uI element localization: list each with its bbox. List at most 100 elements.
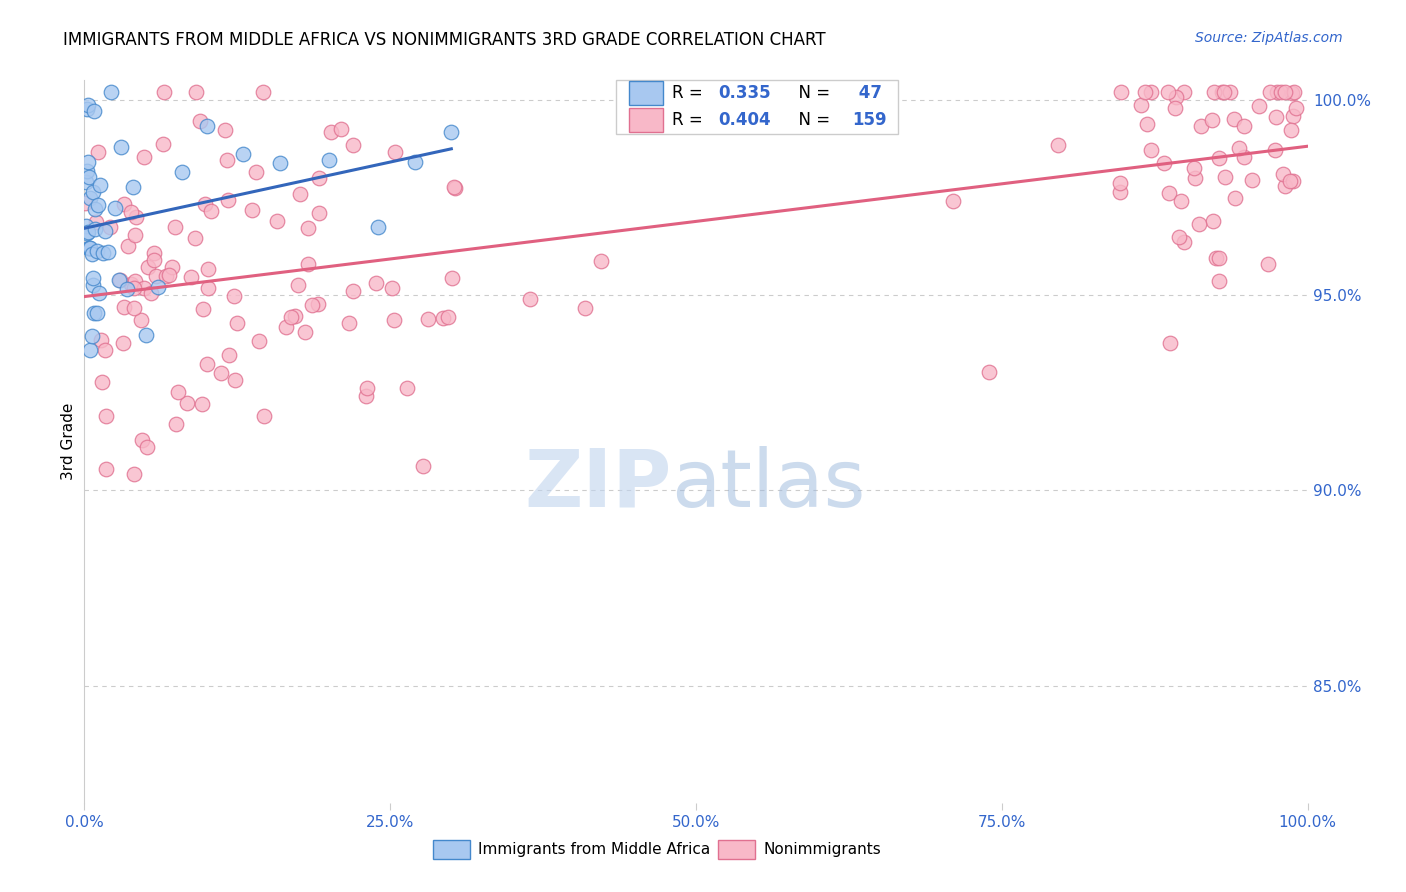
Point [155, 268, 177, 283]
Point [1233, 119, 1256, 133]
Point [214, 122, 236, 136]
Point [184, 85, 207, 99]
Point [84, 215, 107, 229]
Point [384, 145, 406, 160]
Point [176, 396, 198, 410]
Point [253, 409, 276, 423]
Point [200, 203, 222, 218]
Point [1159, 336, 1181, 351]
Point [1282, 86, 1305, 100]
Point [224, 373, 246, 387]
Point [110, 140, 132, 154]
Point [240, 202, 263, 217]
Point [1285, 101, 1308, 115]
Point [1189, 119, 1212, 133]
Point [1233, 150, 1256, 164]
Point [1205, 251, 1227, 265]
Bar [433, 840, 470, 859]
Point [122, 179, 145, 194]
Point [94, 224, 117, 238]
Point [131, 433, 153, 447]
Point [166, 385, 188, 400]
Point [86, 306, 108, 320]
Point [87, 286, 110, 301]
Text: ZIP: ZIP [524, 446, 672, 524]
Point [79, 343, 101, 357]
Point [94, 462, 117, 476]
Point [356, 389, 378, 403]
Point [1167, 230, 1189, 244]
Point [190, 114, 212, 128]
Point [193, 302, 215, 317]
Point [342, 284, 364, 298]
Point [1225, 191, 1247, 205]
Point [297, 257, 319, 271]
Point [91, 375, 114, 389]
Point [1204, 85, 1226, 99]
Point [84, 222, 107, 236]
Point [76, 226, 98, 240]
Point [138, 260, 160, 274]
Y-axis label: 3rd Grade: 3rd Grade [60, 403, 76, 480]
Point [284, 310, 307, 324]
Point [76, 102, 98, 116]
Point [180, 270, 202, 285]
Point [120, 205, 142, 219]
Point [1227, 141, 1250, 155]
Text: N =: N = [787, 111, 835, 129]
Point [152, 136, 174, 151]
Point [1202, 213, 1225, 227]
Text: Nonimmigrants: Nonimmigrants [763, 842, 882, 857]
Point [1208, 251, 1230, 265]
Point [1188, 217, 1211, 231]
Point [135, 328, 157, 343]
Point [75, 196, 97, 211]
Point [82, 278, 104, 293]
Point [86, 244, 108, 259]
Point [217, 193, 239, 207]
Point [96, 409, 118, 423]
Point [112, 197, 135, 211]
FancyBboxPatch shape [616, 80, 898, 135]
Point [122, 280, 145, 294]
Point [77, 241, 100, 255]
Point [112, 300, 135, 314]
Point [195, 119, 218, 133]
Point [1164, 101, 1187, 115]
Point [1249, 99, 1271, 113]
Point [1164, 89, 1187, 103]
Text: Immigrants from Middle Africa: Immigrants from Middle Africa [478, 842, 710, 857]
Point [1213, 170, 1236, 185]
Point [1257, 257, 1279, 271]
Point [1278, 174, 1301, 188]
Point [339, 316, 361, 330]
Point [211, 366, 233, 380]
Point [1272, 167, 1295, 181]
Text: atlas: atlas [672, 446, 866, 524]
Point [139, 285, 162, 300]
Point [977, 365, 1000, 379]
Point [184, 231, 207, 245]
Point [1157, 186, 1180, 200]
Point [87, 198, 110, 212]
Point [440, 125, 463, 139]
Point [266, 213, 288, 227]
Text: 0.404: 0.404 [718, 111, 770, 129]
Point [1170, 194, 1192, 209]
Point [1274, 85, 1296, 99]
Point [269, 155, 291, 169]
Point [1129, 98, 1152, 112]
Text: 159: 159 [852, 111, 887, 129]
Point [287, 277, 309, 292]
Point [288, 186, 311, 201]
Point [77, 225, 100, 239]
Point [87, 145, 110, 159]
Point [80, 247, 103, 261]
Point [1157, 85, 1180, 99]
Point [412, 458, 434, 473]
Point [1264, 143, 1286, 157]
Point [165, 417, 187, 431]
Point [79, 191, 101, 205]
Point [77, 241, 100, 255]
Point [1223, 112, 1246, 126]
